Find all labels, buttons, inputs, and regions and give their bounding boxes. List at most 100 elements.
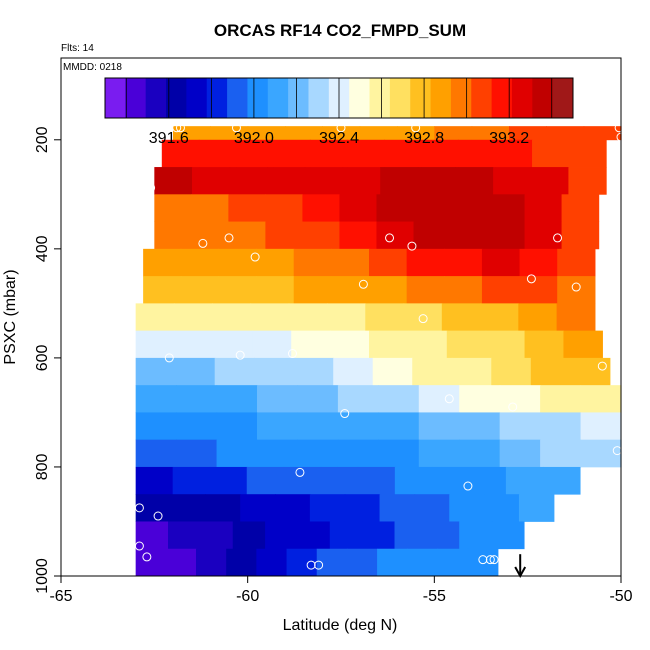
heatmap-cell <box>394 466 433 495</box>
observation-marker <box>614 123 624 133</box>
heatmap-cell <box>161 139 200 168</box>
heatmap-cell <box>467 548 499 577</box>
heatmap-cell <box>449 494 485 522</box>
plot-area <box>134 123 626 579</box>
x-tick-label: -60 <box>236 588 259 605</box>
heatmap-cell <box>524 330 565 359</box>
heatmap-cell <box>357 466 396 495</box>
observation-marker <box>418 314 428 324</box>
colorbar-tick-label: 392.4 <box>319 130 359 147</box>
heatmap-cell <box>561 194 600 222</box>
colorbar: 391.6 392.0 392.4 392.8 393.2 <box>104 77 574 147</box>
heatmap-cell <box>414 494 450 522</box>
heatmap-cell <box>135 439 177 468</box>
heatmap-cell <box>191 167 231 195</box>
heatmap-cell <box>135 303 175 332</box>
heatmap-cell <box>379 494 416 522</box>
heatmap-cell <box>444 276 483 304</box>
colorbar-swatch <box>369 78 391 118</box>
heatmap-cell <box>561 221 600 250</box>
heatmap-cell <box>228 221 266 250</box>
observation-marker <box>142 552 152 562</box>
heatmap-cell <box>293 357 334 386</box>
heatmap-cell <box>297 412 339 441</box>
heatmap-cell <box>320 466 359 495</box>
heatmap-cell <box>135 466 174 495</box>
heatmap-cell <box>337 385 379 413</box>
colorbar-swatch <box>125 78 147 118</box>
heatmap-cell <box>570 357 611 386</box>
heatmap-cell <box>198 139 237 168</box>
heatmap-cell <box>180 276 220 304</box>
observation-marker <box>231 123 241 133</box>
heatmap-cell <box>499 412 541 441</box>
y-axis: 200 400 600 800 1000 <box>34 126 61 594</box>
heatmap-cell <box>180 248 220 277</box>
heatmap-cell <box>176 439 218 468</box>
heatmap-cell <box>455 167 494 195</box>
heatmap-cell <box>309 494 346 522</box>
heatmap-cell <box>135 521 169 550</box>
heatmap-cell <box>509 126 547 141</box>
colorbar-swatch <box>430 78 452 118</box>
heatmap-cell <box>493 167 532 195</box>
heatmap-cell <box>412 357 453 386</box>
heatmap-cell <box>437 548 469 577</box>
heatmap-cell <box>568 167 607 195</box>
heatmap-cell <box>530 167 570 195</box>
annotation-flights: Flts: 14 <box>61 43 94 54</box>
colorbar-swatch <box>552 78 574 118</box>
heatmap-cell <box>275 494 311 522</box>
heatmap-cell <box>297 521 331 550</box>
heatmap-cell <box>257 439 299 468</box>
observation-marker <box>250 252 260 262</box>
heatmap-cell <box>209 466 248 495</box>
colorbar-swatch <box>532 78 554 118</box>
heatmap-cell <box>293 276 332 304</box>
colorbar-swatch <box>491 78 513 118</box>
heatmap-cell <box>247 126 286 141</box>
x-tick-label: -65 <box>49 588 72 605</box>
heatmap-cell <box>407 330 448 359</box>
heatmap-cell <box>154 167 193 195</box>
heatmap-cell <box>135 385 177 413</box>
heatmap-cell <box>459 385 501 413</box>
heatmap-cell <box>302 221 341 250</box>
heatmap-cell <box>518 494 555 522</box>
heatmap-cell <box>546 126 585 141</box>
heatmap-cell <box>232 521 266 550</box>
heatmap-cell <box>252 330 292 359</box>
heatmap-cell <box>346 139 385 168</box>
heatmap-cell <box>394 521 428 550</box>
observation-marker <box>235 350 245 360</box>
heatmap-cell <box>165 548 197 577</box>
heatmap-cell <box>216 412 258 441</box>
colorbar-swatch <box>308 78 330 118</box>
colorbar-swatch <box>166 78 187 118</box>
heatmap-cell <box>216 385 258 413</box>
heatmap-cell <box>487 194 526 222</box>
colorbar-swatch <box>389 78 411 118</box>
observation-marker <box>411 123 421 133</box>
observation-marker <box>153 511 163 521</box>
observation-marker <box>508 402 518 412</box>
heatmap-cell <box>339 194 378 222</box>
heatmap-cell <box>431 466 470 495</box>
heatmap-cell <box>337 412 379 441</box>
observation-marker <box>571 282 581 292</box>
heatmap-cell <box>557 248 596 277</box>
heatmap-cell <box>481 276 521 304</box>
colorbar-swatch <box>227 78 248 118</box>
heatmap-cell <box>372 357 413 386</box>
heatmap-cell <box>406 276 445 304</box>
heatmap-cell <box>369 330 409 359</box>
heatmap-cell <box>380 167 419 195</box>
heatmap-cell <box>377 548 408 577</box>
heatmap-cell <box>365 303 405 332</box>
heatmap-cell <box>283 466 322 495</box>
observation-marker <box>336 123 346 133</box>
heatmap-cell <box>505 466 544 495</box>
heatmap-cell <box>327 303 366 332</box>
y-tick-label: 400 <box>34 235 51 262</box>
annotation-mmdd: MMDD: 0218 <box>63 62 122 73</box>
